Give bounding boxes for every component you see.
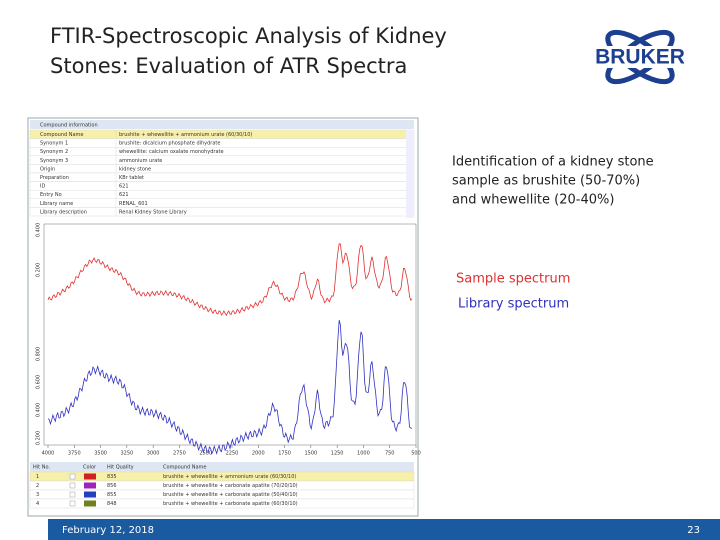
x-tick-label: 2250 <box>226 451 239 457</box>
field-value: ammonium urate <box>119 158 162 164</box>
field-name: Library description <box>40 209 87 215</box>
x-tick-label: 2750 <box>173 451 186 457</box>
x-tick-label: 500 <box>411 451 421 457</box>
field-value: RENAL_601 <box>119 201 148 207</box>
hit-row <box>29 498 415 509</box>
hits-header <box>30 462 414 472</box>
x-tick-label: 3500 <box>94 451 107 457</box>
table-row <box>29 207 415 217</box>
hit-quality: 835 <box>107 474 117 480</box>
x-tick-label: 1500 <box>304 451 317 457</box>
field-name: Synonym 2 <box>40 149 68 155</box>
description-line: Identification of a kidney stone <box>452 155 654 170</box>
field-value: KBr tablet <box>119 175 144 181</box>
hit-no: 3 <box>36 492 39 498</box>
field-value: whewellite: calcium oxalate monohydrate <box>119 149 224 155</box>
hit-checkbox <box>69 473 76 480</box>
x-tick-label: 1000 <box>357 451 370 457</box>
footer-date: February 12, 2018 <box>62 525 154 536</box>
hit-quality: 855 <box>107 492 117 498</box>
x-tick-label: 3750 <box>68 451 81 457</box>
y-tick-label: 0.400 <box>36 223 42 237</box>
field-value: brushite: dicalcium phosphate dihydrate <box>119 141 220 147</box>
hit-name: brushite + whewellite + ammonium urate (… <box>163 474 296 480</box>
table-row <box>29 181 415 191</box>
field-value: Renal Kidney Stone Library <box>119 209 187 215</box>
hits-col-header: Color <box>83 465 97 471</box>
hit-checkbox <box>69 491 76 498</box>
table-heading: Compound information <box>40 123 98 129</box>
hit-quality: 856 <box>107 483 117 489</box>
table-row <box>29 164 415 174</box>
footer-bar <box>48 519 720 540</box>
title-line: Stones: Evaluation of ATR Spectra <box>50 54 407 78</box>
field-name: Synonym 1 <box>40 141 68 147</box>
hit-color <box>84 491 96 498</box>
field-value: brushite + whewellite + ammonium urate (… <box>119 132 252 138</box>
hits-col-header: Hit Quality <box>107 465 134 471</box>
x-tick-label: 1250 <box>331 451 344 457</box>
title-line: FTIR-Spectroscopic Analysis of Kidney <box>50 24 447 48</box>
library-spectrum <box>47 320 413 455</box>
field-name: Library name <box>40 201 73 207</box>
table-row <box>29 138 415 148</box>
x-tick-label: 4000 <box>42 451 55 457</box>
y-tick-label: 0.800 <box>36 347 42 361</box>
x-tick-label: 3250 <box>120 451 133 457</box>
x-tick-label: 1750 <box>278 451 291 457</box>
field-name: Synonym 3 <box>40 158 68 164</box>
table-header <box>30 120 414 129</box>
plot-bg <box>43 223 417 446</box>
hit-color <box>84 473 96 480</box>
hit-color <box>84 500 96 507</box>
description-line: sample as brushite (50-70%) <box>452 174 640 189</box>
x-tick-label: 3000 <box>147 451 160 457</box>
scrollbar <box>406 130 414 218</box>
hit-checkbox <box>69 500 76 507</box>
hit-name: brushite + whewellite + carbonate apatit… <box>163 492 298 498</box>
field-name: ID <box>40 184 45 190</box>
hit-name: brushite + whewellite + carbonate apatit… <box>163 483 298 489</box>
library-label: Library spectrum <box>458 297 569 312</box>
hit-checkbox <box>69 482 76 489</box>
y-tick-label: 0.600 <box>36 375 42 389</box>
page-number: 23 <box>687 525 700 536</box>
hit-no: 2 <box>36 483 39 489</box>
hits-col-header: Hit No. <box>33 465 50 471</box>
x-tick-label: 2000 <box>252 451 265 457</box>
y-tick-label: 0.400 <box>36 403 42 417</box>
table-row <box>29 172 415 182</box>
field-name: Entry No <box>40 192 62 198</box>
field-value: 621 <box>119 184 129 190</box>
hits-col-header: Compound Name <box>163 465 207 471</box>
x-tick-label: 750 <box>385 451 395 457</box>
hit-no: 4 <box>36 501 39 507</box>
field-name: Preparation <box>40 175 69 181</box>
logo-text: BRUKER <box>595 46 685 69</box>
x-tick-label: 2500 <box>199 451 212 457</box>
table-row <box>29 189 415 199</box>
table-row <box>29 198 415 208</box>
description-line: and whewellite (20-40%) <box>452 193 614 208</box>
field-value: 621 <box>119 192 129 198</box>
hit-name: brushite + whewellite + carbonate apatit… <box>163 501 298 507</box>
field-name: Compound Name <box>40 132 84 138</box>
hit-no: 1 <box>36 474 39 480</box>
hit-color <box>84 482 96 489</box>
bruker-logo <box>578 29 702 85</box>
y-tick-label: 0.200 <box>36 263 42 277</box>
table-row <box>29 155 415 165</box>
sample-spectrum <box>47 243 413 317</box>
hit-quality: 848 <box>107 501 117 507</box>
field-value: kidney stone <box>119 166 151 172</box>
y-tick-label: 0.200 <box>36 431 42 445</box>
sample-label: Sample spectrum <box>456 272 570 287</box>
field-name: Origin <box>40 166 55 172</box>
